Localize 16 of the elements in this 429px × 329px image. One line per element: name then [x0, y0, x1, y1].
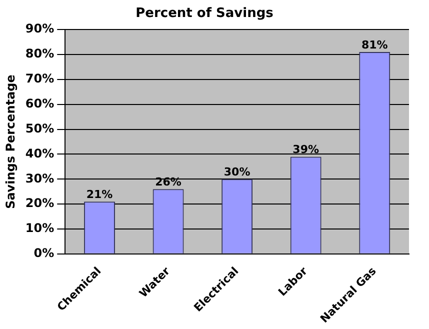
y-tick-label: 80% — [25, 46, 54, 61]
y-tick-label: 20% — [25, 196, 54, 210]
chart-title: Percent of Savings — [136, 6, 274, 22]
data-label: 39% — [292, 143, 320, 156]
y-tick-label: 60% — [25, 96, 54, 110]
y-tick-label: 70% — [25, 72, 54, 86]
y-tick-label: 0% — [34, 246, 54, 260]
y-tick-label: 10% — [25, 221, 54, 236]
data-label: 21% — [86, 188, 113, 201]
y-tick-label: 30% — [25, 171, 54, 186]
data-label: 81% — [361, 38, 388, 52]
y-tick-label: 50% — [25, 121, 54, 136]
y-axis-title: Savings Percentage — [3, 74, 18, 209]
y-tick-label: 40% — [25, 146, 54, 160]
y-tick-label: 90% — [25, 22, 54, 36]
data-label: 30% — [224, 166, 250, 179]
